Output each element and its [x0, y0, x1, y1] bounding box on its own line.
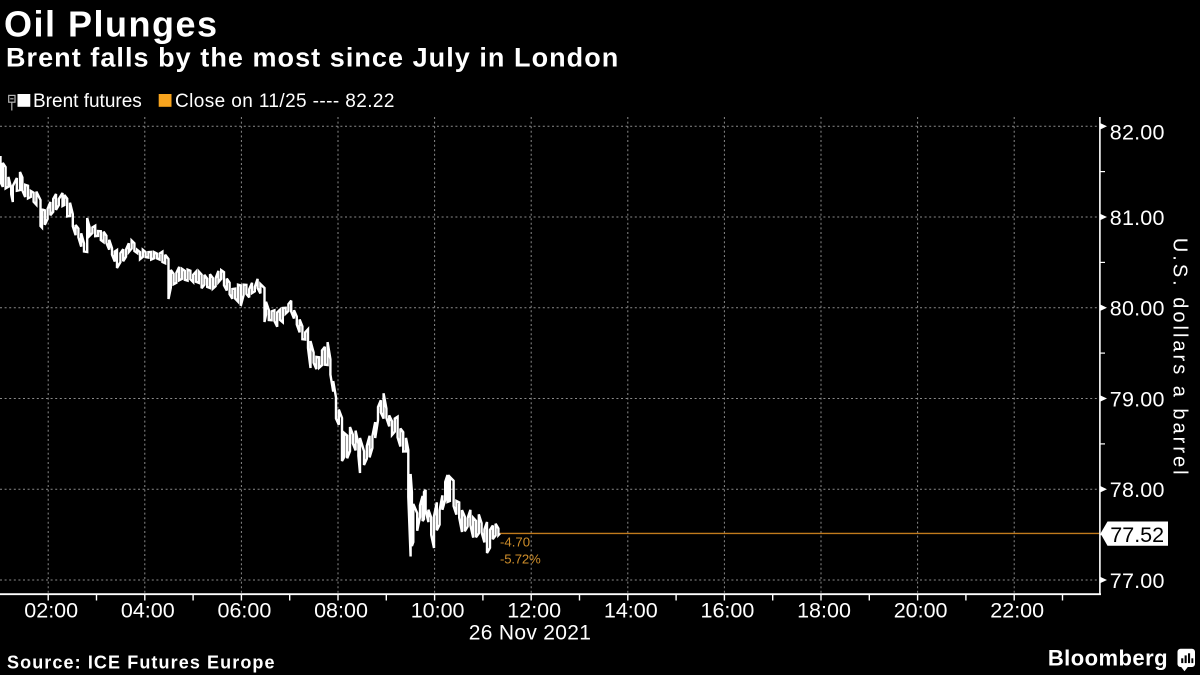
svg-text:16:00: 16:00 [700, 599, 754, 623]
svg-text:77.52: 77.52 [1110, 523, 1164, 547]
svg-text:Oil Plunges: Oil Plunges [4, 4, 219, 45]
svg-text:82.00: 82.00 [1110, 120, 1165, 144]
svg-text:14:00: 14:00 [604, 599, 658, 623]
svg-text:78.00: 78.00 [1110, 478, 1165, 502]
svg-text:-5.72%: -5.72% [500, 552, 541, 567]
svg-text:22:00: 22:00 [990, 599, 1044, 623]
svg-text:18:00: 18:00 [797, 599, 851, 623]
svg-text:81.00: 81.00 [1110, 206, 1165, 230]
svg-text:77.00: 77.00 [1110, 569, 1165, 593]
svg-text:U.S. dollars a barrel: U.S. dollars a barrel [1169, 238, 1191, 478]
svg-text:20:00: 20:00 [894, 599, 948, 623]
svg-text:79.00: 79.00 [1110, 387, 1165, 411]
svg-text:08:00: 08:00 [314, 599, 368, 623]
svg-text:-4.70: -4.70 [500, 535, 530, 550]
svg-text:04:00: 04:00 [121, 599, 175, 623]
svg-text:Brent falls by the most since: Brent falls by the most since July in Lo… [6, 43, 619, 73]
svg-text:02:00: 02:00 [24, 599, 78, 623]
svg-text:80.00: 80.00 [1110, 297, 1165, 321]
svg-text:06:00: 06:00 [217, 599, 271, 623]
svg-text:26 Nov 2021: 26 Nov 2021 [469, 622, 591, 645]
svg-text:Close on 11/25 ---- 82.22: Close on 11/25 ---- 82.22 [175, 91, 395, 112]
svg-text:Brent futures: Brent futures [33, 91, 142, 112]
svg-text:Source: ICE Futures Europe: Source: ICE Futures Europe [7, 653, 276, 673]
svg-text:Bloomberg: Bloomberg [1048, 646, 1168, 671]
svg-text:12:00: 12:00 [507, 599, 561, 623]
svg-text:10:00: 10:00 [411, 599, 465, 623]
